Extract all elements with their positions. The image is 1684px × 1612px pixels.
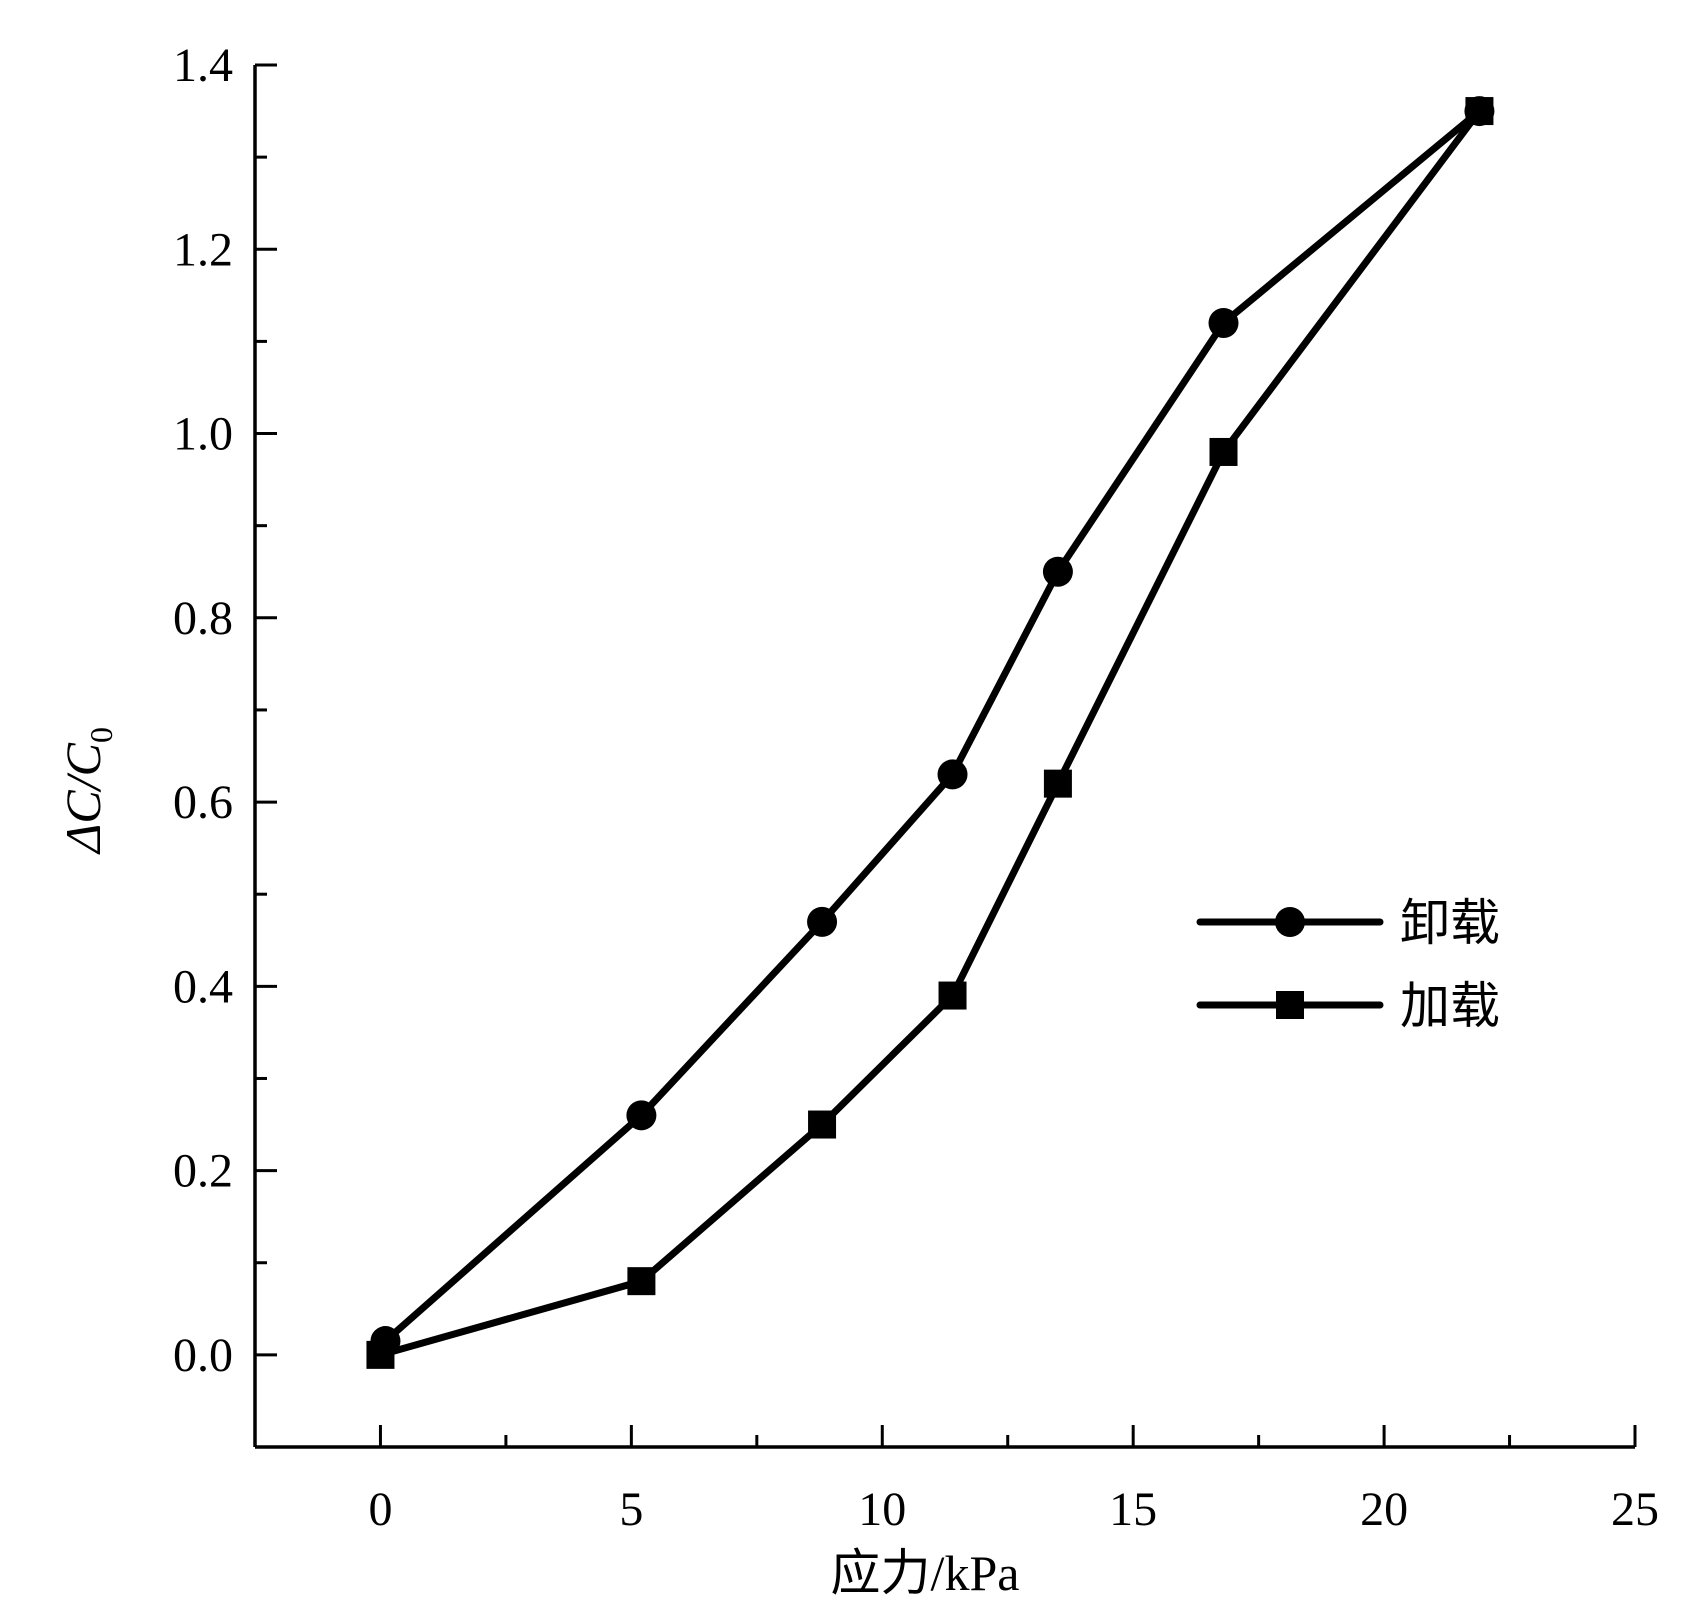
x-tick-label: 0 <box>368 1483 392 1536</box>
y-tick-label: 0.0 <box>173 1329 233 1382</box>
data-point-square <box>1465 97 1494 126</box>
x-axis-title: 应力/kPa <box>831 1545 1020 1601</box>
legend-marker-circle <box>1275 907 1305 937</box>
data-point-square <box>938 981 967 1010</box>
series-line <box>376 107 1483 1359</box>
x-tick-label: 10 <box>858 1483 906 1536</box>
data-point-square <box>1209 437 1238 466</box>
data-point-circle <box>626 1100 657 1131</box>
data-point-square <box>1043 769 1072 798</box>
axes: 0 5 10 15 20 25 0.0 0.2 0.4 0.6 0.8 1.0 1.2 1.4 <box>173 39 1659 1536</box>
y-axis-title: ΔC/C0 <box>55 727 119 855</box>
x-tick-label: 15 <box>1109 1483 1157 1536</box>
y-axis-title-main: ΔC/C <box>55 742 111 855</box>
legend-item: 卸载 <box>1196 895 1500 951</box>
series-group <box>366 96 1495 1369</box>
y-tick-label: 0.2 <box>173 1145 233 1198</box>
series-square <box>366 97 1494 1369</box>
legend-item: 加载 <box>1196 978 1500 1034</box>
y-tick-label: 0.4 <box>173 960 233 1013</box>
data-point-square <box>366 1340 395 1369</box>
y-tick-label: 1.4 <box>173 39 233 92</box>
legend-label: 加载 <box>1400 978 1500 1034</box>
x-tick-label: 5 <box>619 1483 643 1536</box>
series-line <box>381 107 1483 1345</box>
x-tick-label: 20 <box>1360 1483 1408 1536</box>
x-tick-label: 25 <box>1611 1483 1659 1536</box>
data-point-square <box>627 1267 656 1296</box>
data-point-circle <box>807 906 838 937</box>
legend-marker-square <box>1276 991 1304 1019</box>
data-point-circle <box>1042 556 1073 587</box>
legend-label: 卸载 <box>1400 895 1500 951</box>
y-tick-label: 1.0 <box>173 408 233 461</box>
y-tick-label: 1.2 <box>173 223 233 276</box>
y-tick-label: 0.8 <box>173 592 233 645</box>
data-point-square <box>808 1110 837 1139</box>
y-axis-title-subscript: 0 <box>83 727 119 743</box>
y-tick-label: 0.6 <box>173 776 233 829</box>
series-circle <box>370 96 1495 1357</box>
data-point-circle <box>1208 307 1239 338</box>
data-point-circle <box>937 759 968 790</box>
